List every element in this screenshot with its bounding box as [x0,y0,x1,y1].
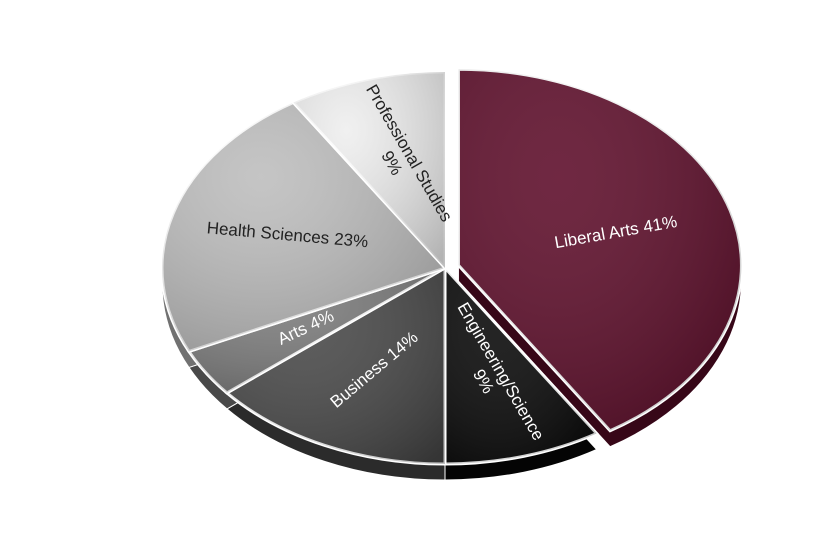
pie-tops [160,67,743,466]
slice-value: 23% [333,230,369,252]
